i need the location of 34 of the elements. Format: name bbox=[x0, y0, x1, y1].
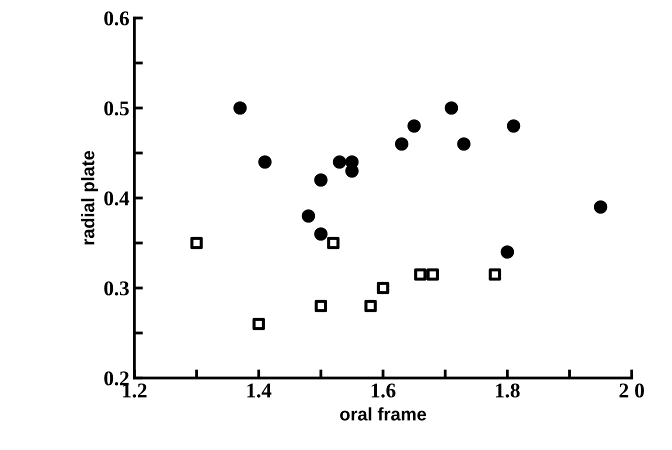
x-tick-label: 1.2 bbox=[123, 384, 147, 398]
x-tick-label: 1.8 bbox=[496, 383, 520, 398]
point bbox=[395, 137, 408, 151]
point bbox=[314, 300, 328, 312]
y-tick-label: 0.5 bbox=[104, 101, 129, 116]
y-tick-label: 0.2 bbox=[104, 371, 129, 386]
x-axis-title: oral frame bbox=[340, 407, 426, 421]
point bbox=[500, 245, 514, 259]
point bbox=[258, 155, 272, 169]
point bbox=[444, 101, 458, 115]
x-tick-label: 2 0 bbox=[620, 383, 644, 398]
point bbox=[332, 155, 346, 169]
point bbox=[314, 227, 328, 241]
point bbox=[457, 137, 471, 151]
point bbox=[594, 200, 608, 214]
y-axis-title: radial plate bbox=[81, 150, 98, 244]
point bbox=[414, 268, 427, 281]
point bbox=[407, 119, 421, 133]
y-tick-label: 0.6 bbox=[104, 11, 129, 26]
point bbox=[364, 300, 377, 312]
point bbox=[426, 268, 439, 281]
point bbox=[376, 282, 390, 294]
point bbox=[314, 173, 328, 187]
point bbox=[327, 236, 340, 250]
point bbox=[506, 119, 520, 133]
point bbox=[302, 209, 316, 223]
y-tick-label: 0.3 bbox=[104, 281, 129, 296]
point bbox=[252, 318, 265, 330]
point bbox=[233, 101, 247, 115]
point bbox=[190, 236, 203, 250]
x-tick-label: 1.6 bbox=[372, 384, 396, 398]
x-tick-label: 1.4 bbox=[247, 384, 272, 398]
point bbox=[488, 268, 502, 281]
y-tick-label: 0.4 bbox=[104, 191, 130, 206]
